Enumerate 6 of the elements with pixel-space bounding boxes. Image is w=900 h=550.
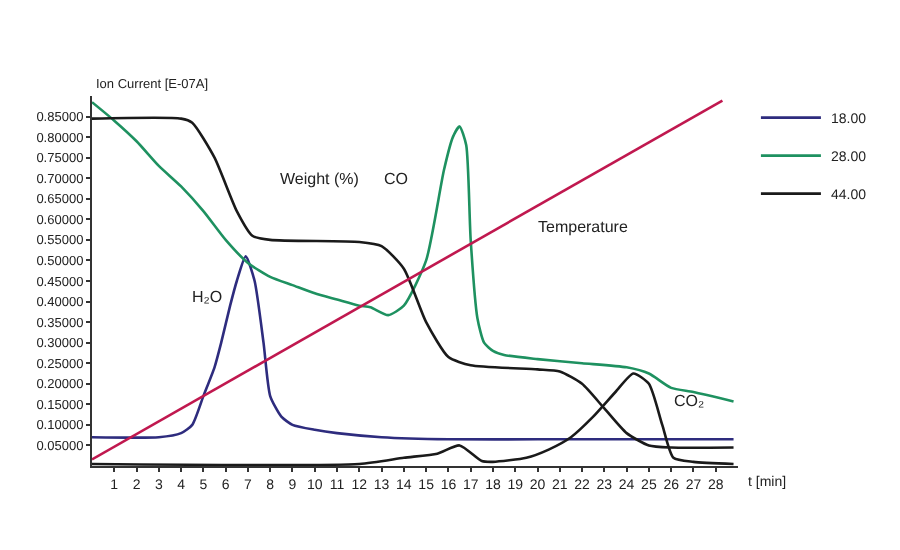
- annotation: Weight (%): [280, 170, 360, 188]
- annotation: CO₂: [674, 392, 705, 410]
- annotation: CO: [384, 170, 408, 188]
- annotation: Temperature: [538, 218, 629, 236]
- annotation: H₂O: [192, 288, 223, 306]
- line-series: [92, 255, 735, 441]
